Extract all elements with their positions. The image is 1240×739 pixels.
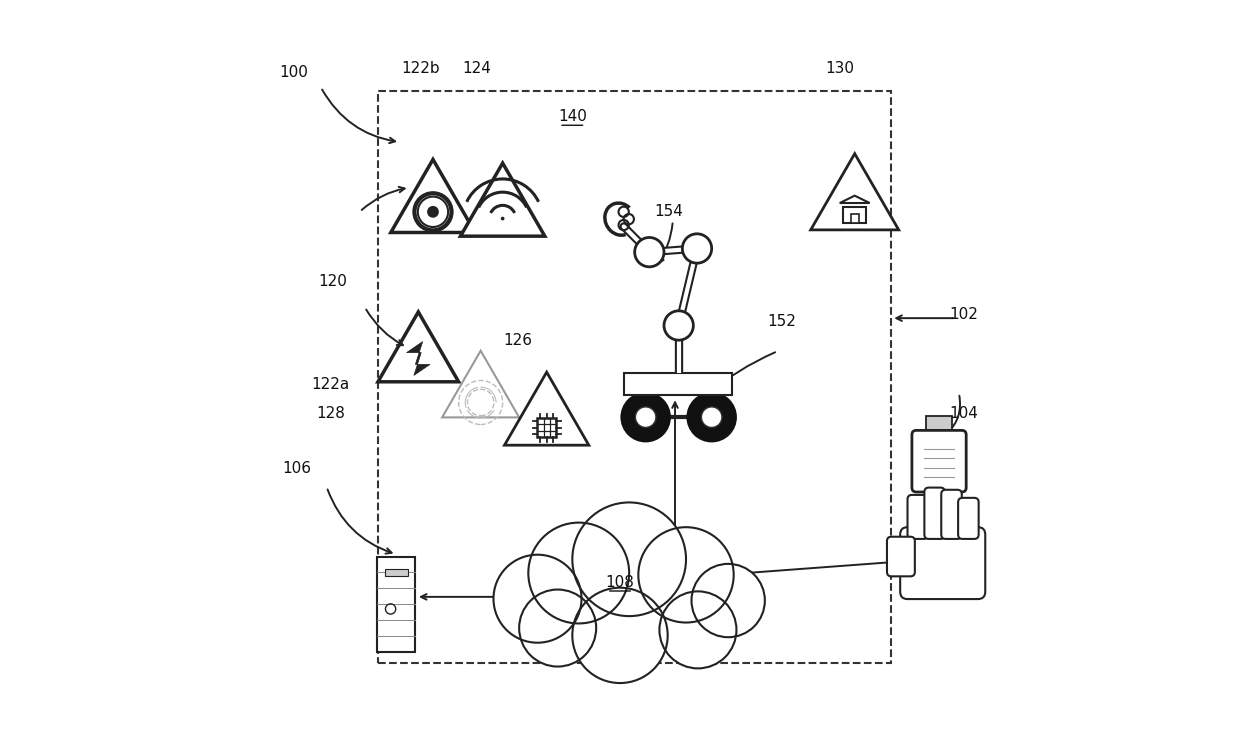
Text: 122a: 122a <box>311 377 350 392</box>
Circle shape <box>682 234 712 263</box>
FancyBboxPatch shape <box>959 498 978 539</box>
FancyBboxPatch shape <box>900 527 986 599</box>
Text: 102: 102 <box>949 307 977 322</box>
Circle shape <box>520 590 596 667</box>
Text: 130: 130 <box>826 61 854 76</box>
FancyBboxPatch shape <box>911 430 966 492</box>
Polygon shape <box>460 163 544 236</box>
Text: 122b: 122b <box>402 61 440 76</box>
Text: 120: 120 <box>317 274 347 289</box>
Text: 104: 104 <box>949 406 977 421</box>
FancyBboxPatch shape <box>537 418 556 437</box>
Circle shape <box>639 527 734 622</box>
Circle shape <box>528 522 629 624</box>
Circle shape <box>501 217 505 220</box>
FancyBboxPatch shape <box>908 495 928 539</box>
Circle shape <box>663 311 693 340</box>
Text: 100: 100 <box>279 65 308 80</box>
Text: 108: 108 <box>605 575 635 590</box>
Circle shape <box>573 588 667 683</box>
FancyBboxPatch shape <box>941 490 962 539</box>
FancyBboxPatch shape <box>924 488 945 539</box>
Polygon shape <box>391 160 475 233</box>
Text: 124: 124 <box>463 61 491 76</box>
Circle shape <box>621 393 670 441</box>
Circle shape <box>573 503 686 616</box>
Circle shape <box>692 564 765 637</box>
Circle shape <box>494 555 582 643</box>
FancyBboxPatch shape <box>851 214 858 223</box>
FancyBboxPatch shape <box>887 537 915 576</box>
Circle shape <box>687 393 735 441</box>
Text: 152: 152 <box>766 314 796 330</box>
Circle shape <box>635 407 656 427</box>
Polygon shape <box>505 372 589 445</box>
Circle shape <box>427 206 439 218</box>
FancyBboxPatch shape <box>843 207 867 223</box>
Text: 128: 128 <box>316 406 345 421</box>
Circle shape <box>635 237 663 267</box>
Text: 140: 140 <box>558 109 587 124</box>
Polygon shape <box>443 351 520 418</box>
Text: 154: 154 <box>655 204 683 219</box>
FancyBboxPatch shape <box>926 488 952 506</box>
FancyBboxPatch shape <box>384 569 408 576</box>
FancyBboxPatch shape <box>377 556 415 652</box>
Polygon shape <box>407 341 430 375</box>
Polygon shape <box>811 154 899 230</box>
Polygon shape <box>378 312 459 382</box>
Text: 126: 126 <box>502 333 532 347</box>
Text: 106: 106 <box>283 461 311 476</box>
FancyBboxPatch shape <box>926 417 952 435</box>
Circle shape <box>702 407 722 427</box>
Circle shape <box>660 591 737 668</box>
FancyBboxPatch shape <box>624 373 732 395</box>
